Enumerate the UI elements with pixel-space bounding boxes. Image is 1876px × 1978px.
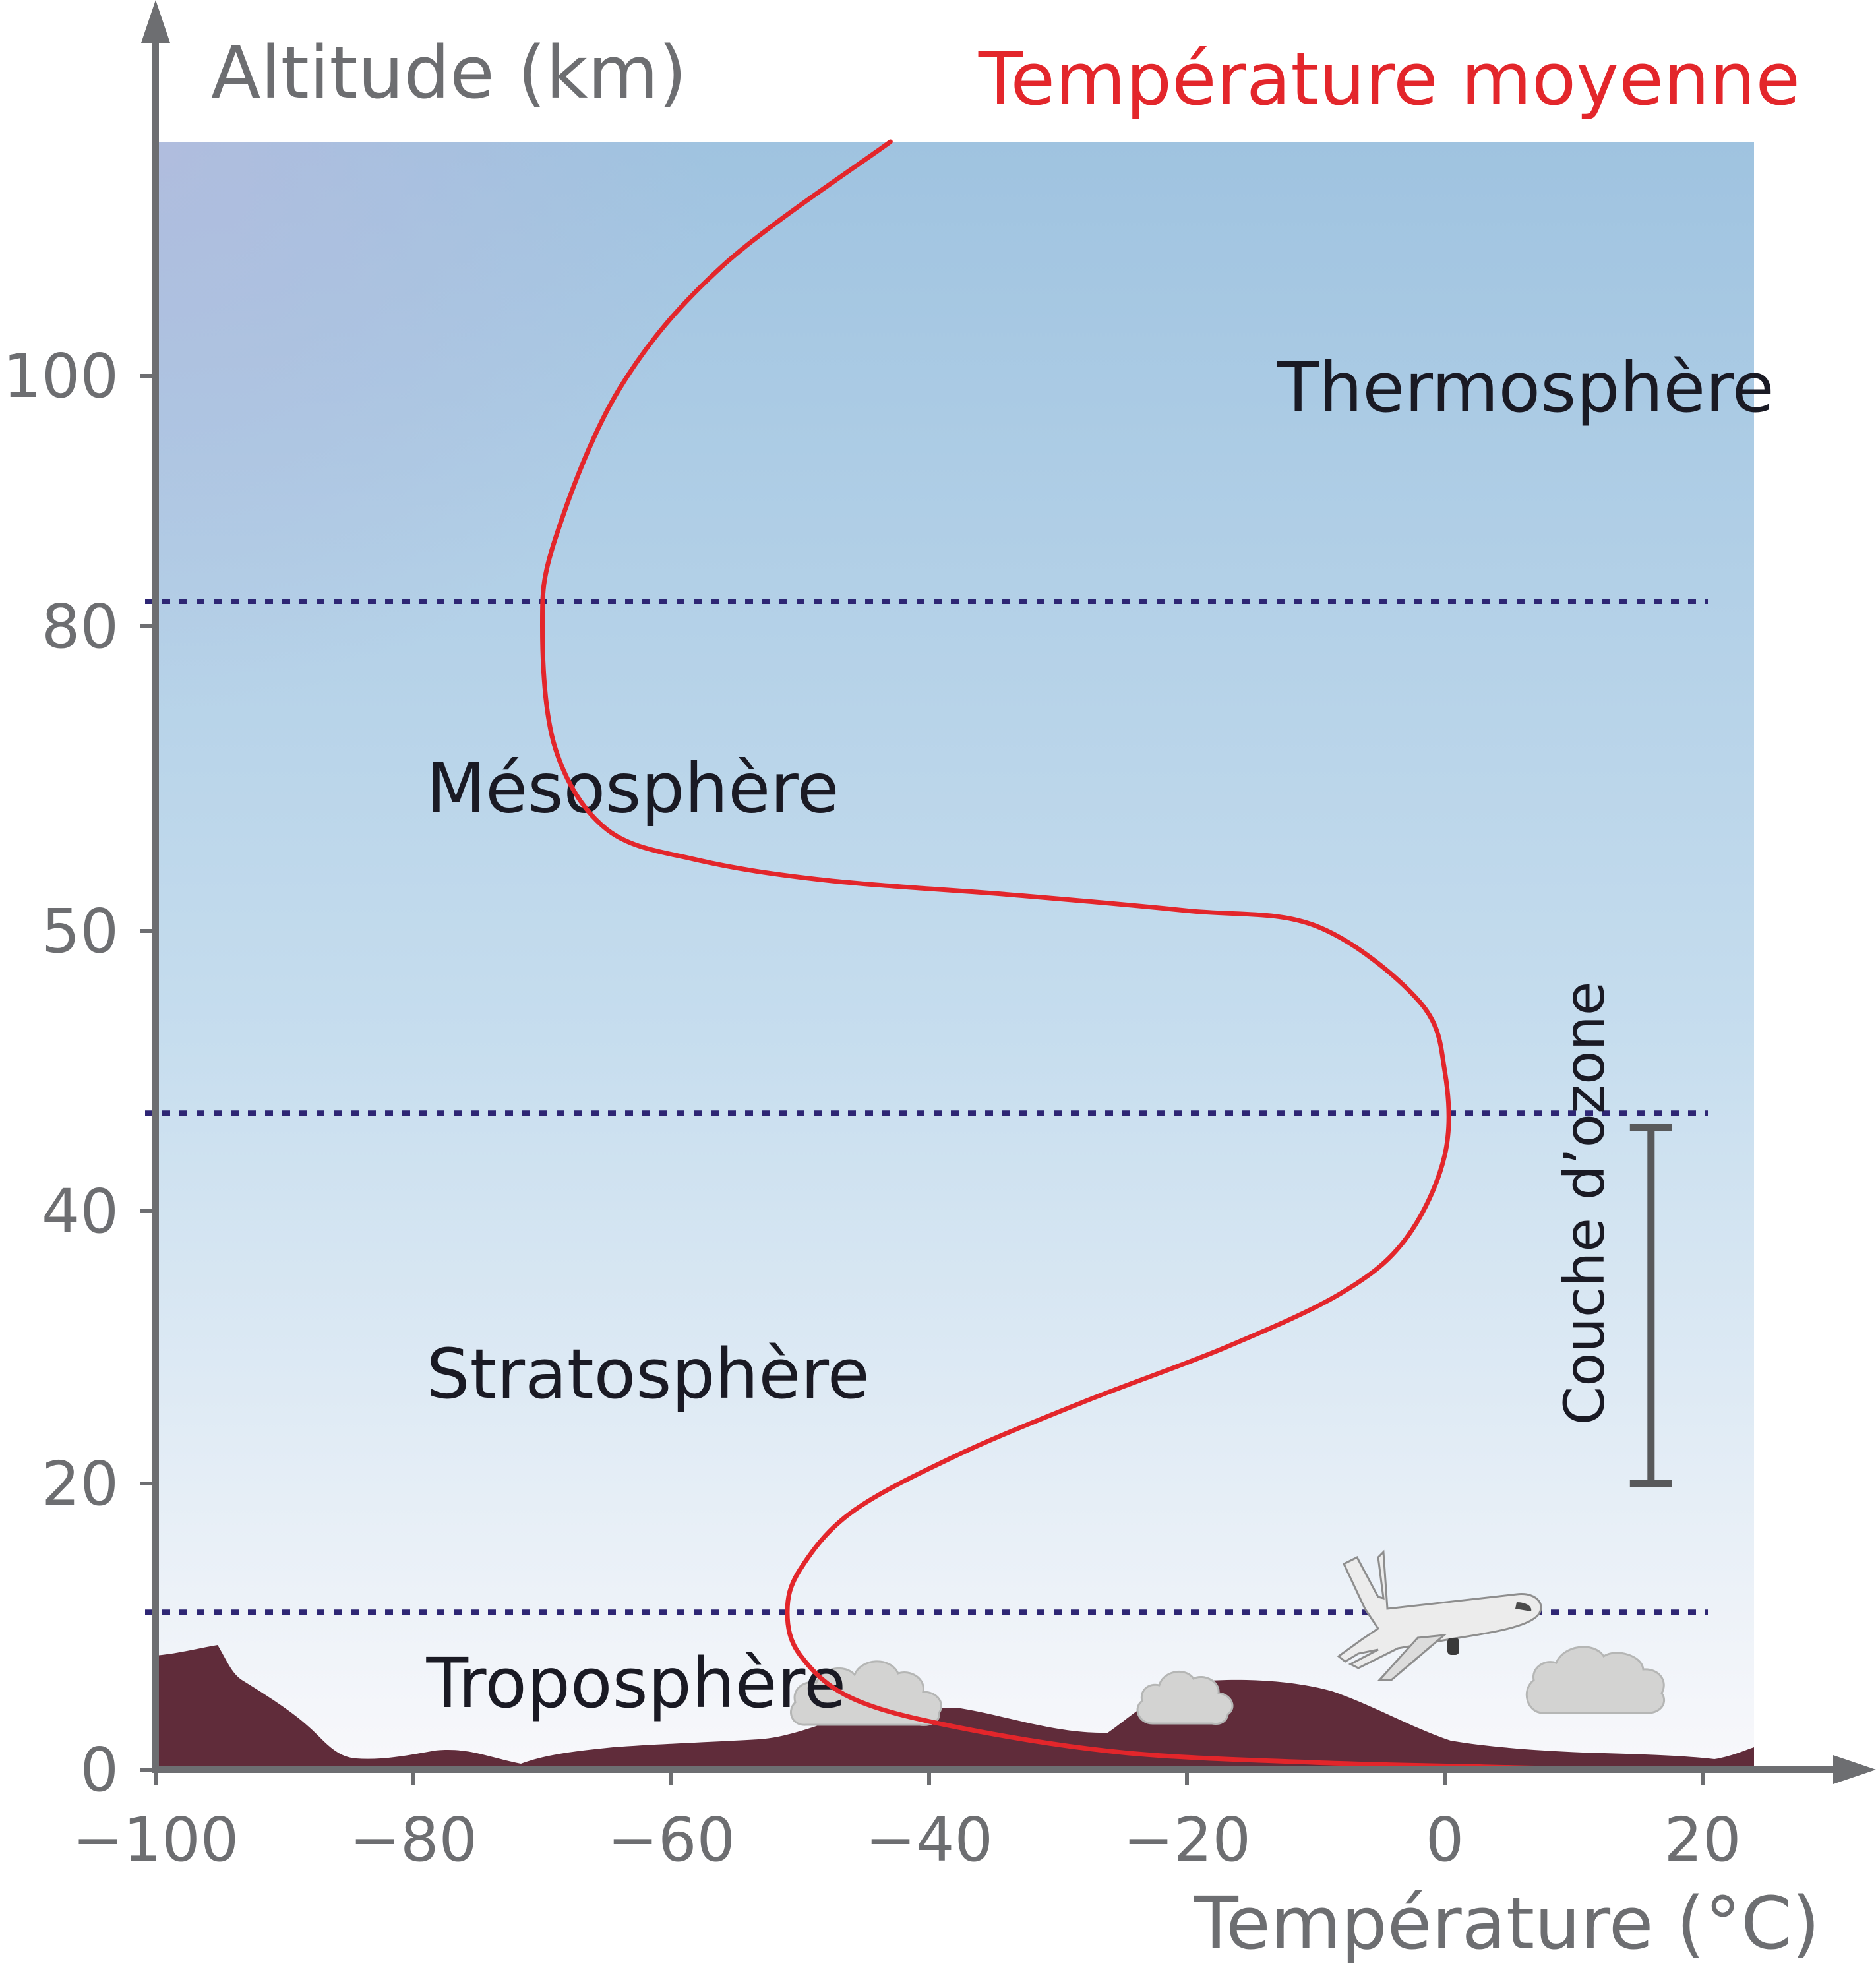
x-tick-label: −100 xyxy=(73,1805,239,1875)
plot-background xyxy=(156,142,1754,1767)
y-tick-label: 20 xyxy=(42,1449,119,1519)
cloud-icon xyxy=(1525,1646,1666,1714)
y-tick-label: 80 xyxy=(42,591,119,662)
y-tick-label: 0 xyxy=(80,1735,119,1805)
y-tick-label: 100 xyxy=(3,341,119,411)
y-axis-arrow-icon xyxy=(141,0,170,43)
ozone-layer-bracket xyxy=(1629,1124,1672,1487)
clouds xyxy=(789,1646,1666,1726)
airplane-icon xyxy=(1337,1549,1542,1681)
layer-label-1: Troposphère xyxy=(426,1643,847,1723)
ground-terrain xyxy=(156,1645,1754,1767)
y-axis-title: Altitude (km) xyxy=(211,30,687,115)
x-tick-label: −20 xyxy=(1123,1805,1251,1875)
x-tick-label: −60 xyxy=(607,1805,735,1875)
x-tick-label: 0 xyxy=(1426,1805,1465,1875)
ozone-layer-label: Couche d’ozone xyxy=(1552,982,1617,1425)
axes: −100 −80 −60 −40 −20 0 20 0 20 40 50 80 100 xyxy=(3,0,1876,1875)
x-tick-label: 20 xyxy=(1664,1805,1741,1875)
y-tick-label: 40 xyxy=(42,1176,119,1247)
series-group xyxy=(539,139,1615,1772)
x-ticks: −100 −80 −60 −40 −20 0 20 xyxy=(73,1770,1741,1875)
x-tick-label: −40 xyxy=(865,1805,993,1875)
layer-label-2: Stratosphère xyxy=(427,1334,870,1414)
cloud-icon xyxy=(1136,1671,1234,1725)
series-line-temperature xyxy=(539,139,1615,1772)
x-axis-arrow-icon xyxy=(1833,1755,1876,1784)
x-axis-title: Température (°C) xyxy=(1194,1881,1820,1965)
layer-label-4: Thermosphère xyxy=(1277,347,1774,428)
layer-label-3: Mésosphère xyxy=(427,748,839,828)
legend-label: Température moyenne xyxy=(978,37,1800,121)
x-tick-label: −80 xyxy=(349,1805,477,1875)
y-ticks: 0 20 40 50 80 100 xyxy=(3,341,156,1805)
y-tick-label: 50 xyxy=(42,896,119,967)
layer-boundaries xyxy=(145,599,1708,1615)
layer-labels: Troposphère Stratosphère Mésosphère Thermos… xyxy=(426,347,1774,1723)
